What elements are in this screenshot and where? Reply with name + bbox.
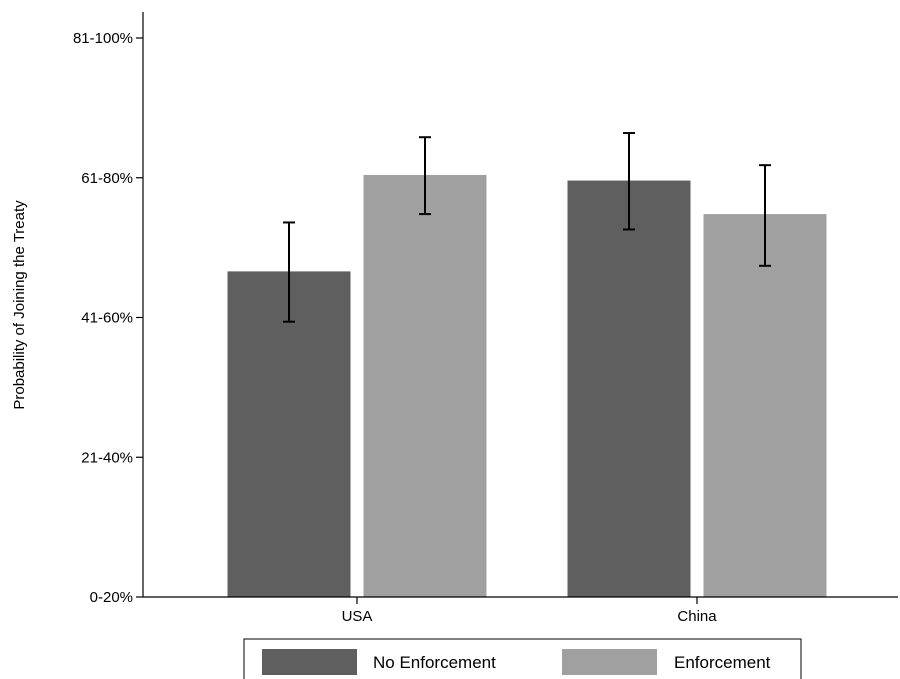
x-axis-ticks: USA China (342, 597, 717, 625)
legend-swatch (262, 649, 357, 675)
legend-label: No Enforcement (373, 653, 496, 672)
bar (703, 214, 827, 597)
bar (363, 174, 487, 597)
legend-swatch (562, 649, 657, 675)
y-tick-label: 41-60% (81, 310, 133, 327)
bar (567, 180, 691, 598)
y-tick-label: 81-100% (73, 30, 133, 47)
x-tick-label: USA (342, 608, 373, 625)
y-axis-title: Probability of Joining the Treaty (11, 200, 28, 410)
legend-label: Enforcement (674, 653, 771, 672)
y-axis-ticks: 0-20% 21-40% 41-60% 61-80% 81-100% (73, 30, 143, 606)
plot-area (227, 132, 827, 598)
y-tick-label: 21-40% (81, 449, 133, 466)
legend: No Enforcement Enforcement (243, 638, 802, 679)
x-tick-label: China (677, 608, 717, 625)
y-tick-label: 61-80% (81, 170, 133, 187)
bar (227, 271, 351, 597)
y-tick-label: 0-20% (90, 589, 133, 606)
